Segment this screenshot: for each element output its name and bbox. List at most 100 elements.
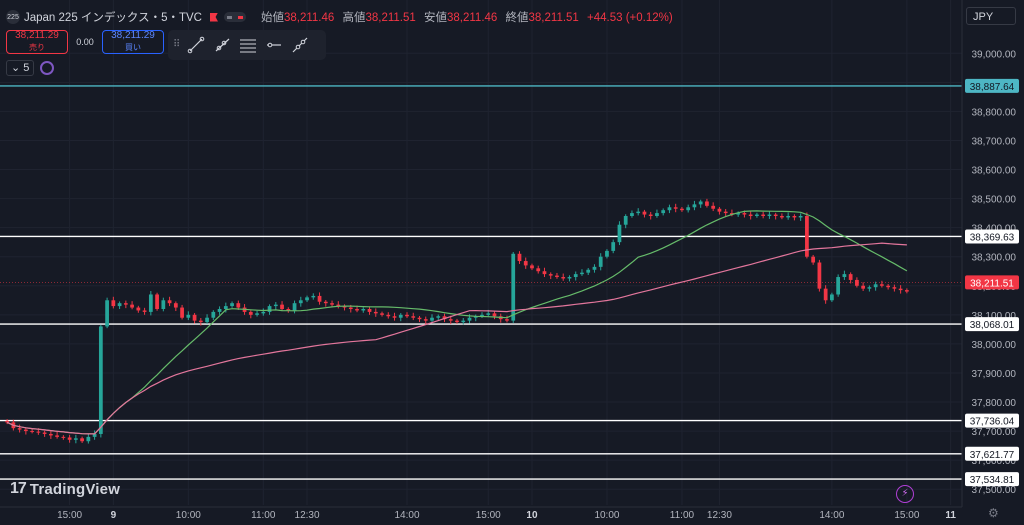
price-tick-label: 38,700.00 xyxy=(972,136,1017,147)
candle-body xyxy=(380,313,384,315)
candle-body xyxy=(742,213,747,215)
spread-value: 0.00 xyxy=(76,37,94,47)
time-tick-label: 15:00 xyxy=(894,510,919,521)
low-value: 38,211.46 xyxy=(447,12,498,24)
price-tick-label: 38,300.00 xyxy=(972,253,1017,264)
drag-handle-icon[interactable]: ⠿ xyxy=(173,39,181,50)
ray-icon[interactable] xyxy=(209,32,235,58)
horizontal-line-icon[interactable] xyxy=(261,32,287,58)
price-level-tag-bg xyxy=(965,275,1019,290)
sell-button[interactable]: 38,211.29 売り xyxy=(6,30,68,54)
candle-body xyxy=(123,303,128,305)
candle-body xyxy=(48,433,53,436)
candle-body xyxy=(686,207,691,211)
candle-body xyxy=(423,319,428,321)
moving-averages xyxy=(6,210,908,435)
time-tick-label: 12:30 xyxy=(707,510,732,521)
price-tick-label: 38,500.00 xyxy=(972,195,1017,206)
candle-body xyxy=(548,274,553,276)
candle-body xyxy=(392,316,397,318)
candle-body xyxy=(792,216,797,218)
candle-body xyxy=(192,314,197,321)
candle-body xyxy=(592,266,597,270)
candle-body xyxy=(255,313,259,315)
symbol-title[interactable]: Japan 225 インデックス・5・TVC xyxy=(24,12,202,24)
candle-body xyxy=(767,214,772,216)
candle-body xyxy=(436,316,441,318)
candle-body xyxy=(173,303,178,308)
candle-body xyxy=(336,304,341,307)
candle-body xyxy=(842,274,847,278)
candle-body xyxy=(642,211,647,215)
buy-button[interactable]: 38,211.29 買い xyxy=(102,30,164,54)
candle-body xyxy=(23,429,28,432)
candle-body xyxy=(230,303,234,307)
candle-body xyxy=(261,311,266,314)
candle-body xyxy=(811,256,816,263)
time-axis: 15:00 9 10:00 11:00 12:30 14:00 15:00 10 10:00 11… xyxy=(0,506,962,521)
candle-body xyxy=(223,306,228,309)
candle-body xyxy=(373,311,378,314)
candle-body xyxy=(92,433,97,437)
symbol-badge[interactable]: 225 xyxy=(6,10,20,24)
candle-body xyxy=(130,304,134,308)
replay-icon[interactable] xyxy=(40,61,55,75)
candle-body xyxy=(111,300,116,307)
extended-line-icon[interactable] xyxy=(287,32,313,58)
interval-selector[interactable]: ⌄ 5 xyxy=(6,60,35,76)
time-tick-label: 14:00 xyxy=(394,510,419,521)
candle-body xyxy=(761,214,766,216)
logo-text: TradingView xyxy=(29,480,121,498)
trade-panel: 38,211.29 売り 0.00 38,211.29 買い xyxy=(6,30,164,54)
price-tick-label: 37,500.00 xyxy=(972,485,1017,496)
candle-body xyxy=(673,207,678,209)
candle-body xyxy=(292,303,297,311)
candle-body xyxy=(248,311,253,315)
candle-body xyxy=(55,435,59,437)
flag-icon[interactable] xyxy=(209,12,218,22)
price-level-tag: 37,736.04 xyxy=(970,417,1015,428)
candle-body xyxy=(886,285,891,288)
time-tick-label: 15:00 xyxy=(476,510,501,521)
flash-icon[interactable]: ⚡ xyxy=(896,485,914,503)
price-level-tag: 38,887.64 xyxy=(970,82,1015,93)
candle-body xyxy=(342,306,347,308)
candle-body xyxy=(730,213,734,215)
grid xyxy=(0,0,962,505)
candle-body xyxy=(505,319,509,321)
price-axis: 37,500.00 37,600.00 37,700.00 37,800.00 37,9… xyxy=(961,0,1024,525)
candle-body xyxy=(542,271,547,275)
candle-body xyxy=(180,307,184,318)
fib-icon[interactable] xyxy=(235,32,261,58)
market-status-icon[interactable] xyxy=(223,12,246,22)
candle-body xyxy=(186,314,191,318)
candle-body xyxy=(136,307,141,311)
open-value: 38,211.46 xyxy=(283,12,335,24)
candle-body xyxy=(405,314,409,317)
candle-body xyxy=(330,303,334,305)
candle-body xyxy=(398,314,403,318)
time-tick-label: 12:30 xyxy=(295,510,320,521)
candle-body xyxy=(480,314,484,317)
candle-body xyxy=(898,288,903,291)
candle-body xyxy=(17,428,22,430)
candle-body xyxy=(611,242,616,251)
candle-body xyxy=(630,213,634,216)
candle-body xyxy=(286,309,291,311)
candle-body xyxy=(661,210,666,214)
candle-body xyxy=(30,431,34,433)
price-tick-label: 37,800.00 xyxy=(972,398,1017,409)
high-value: 38,211.51 xyxy=(365,12,416,24)
currency-selector[interactable]: JPY xyxy=(966,7,1016,25)
candle-body xyxy=(867,287,872,289)
candle-body xyxy=(80,438,84,442)
gear-icon[interactable]: ⚙ xyxy=(988,506,999,520)
candle-body xyxy=(355,309,359,311)
trend-line-icon[interactable] xyxy=(183,32,209,58)
price-level-tag-bg xyxy=(965,472,1019,487)
buy-label: 買い xyxy=(125,43,141,52)
logo-mark: 17 xyxy=(10,480,27,497)
candle-body xyxy=(698,201,703,205)
candles xyxy=(5,198,909,444)
